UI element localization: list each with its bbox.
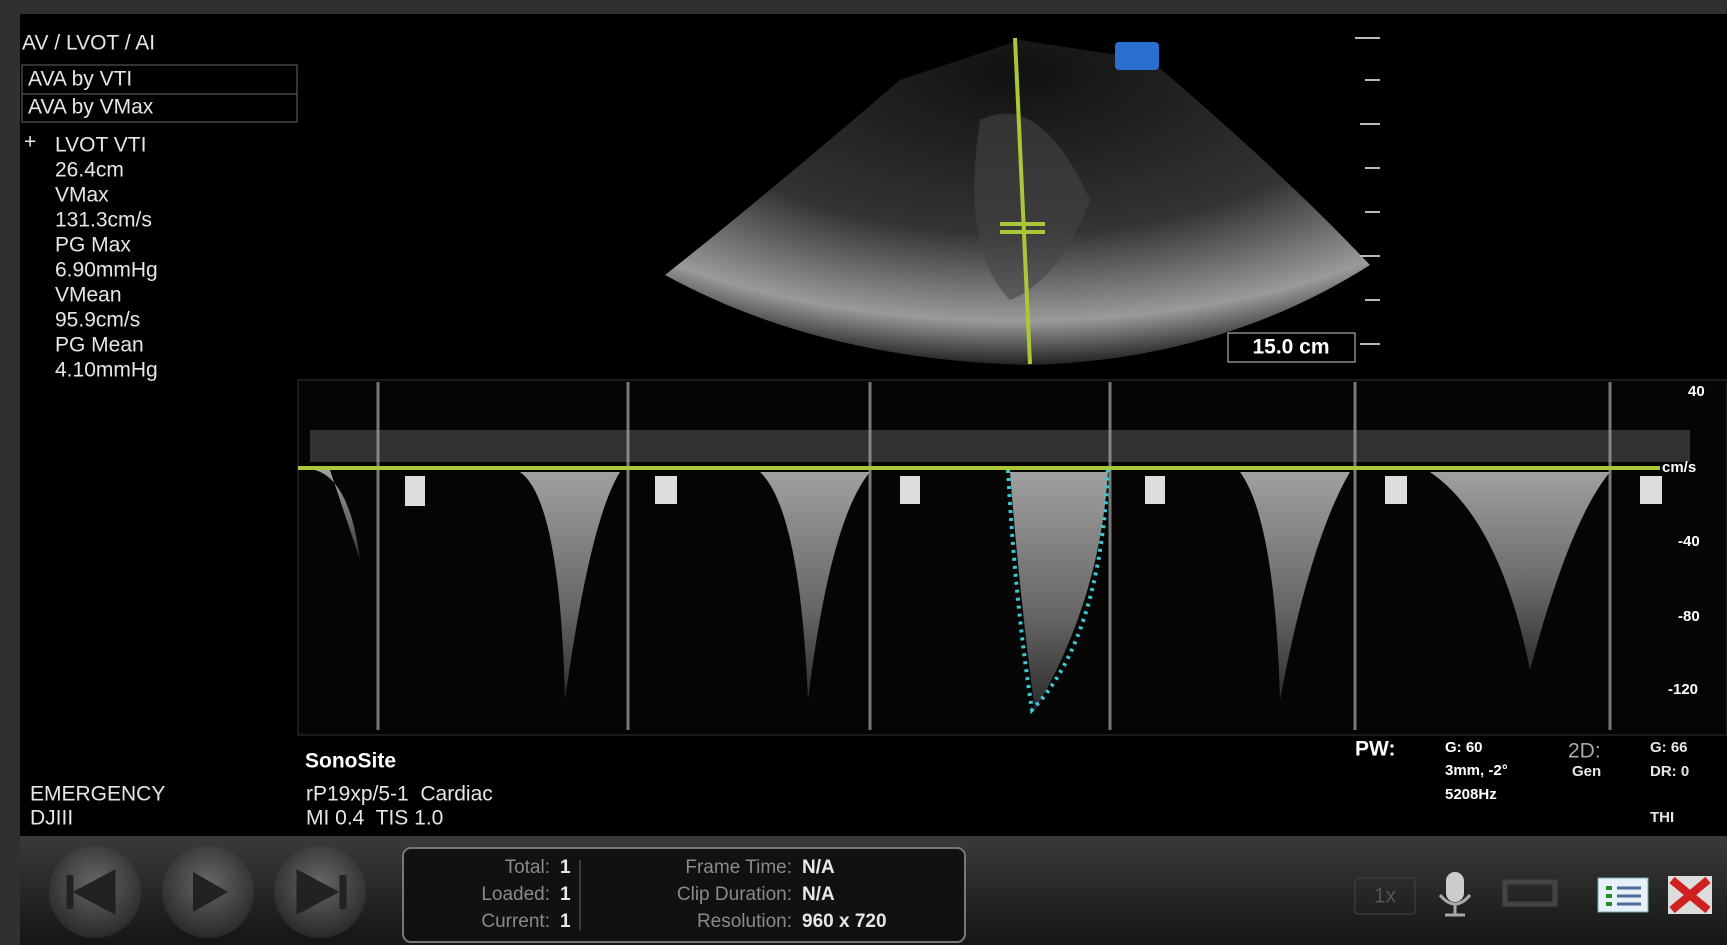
clip-info-label: Current: xyxy=(481,911,550,932)
indices: MI 0.4 TIS 1.0 xyxy=(306,807,443,830)
prev-button[interactable] xyxy=(49,846,141,938)
measurement-value: 6.90mmHg xyxy=(55,259,158,282)
scale-tick: -80 xyxy=(1678,608,1700,625)
speed[interactable]: 1x xyxy=(1374,885,1397,908)
clip-info-value: 1 xyxy=(560,857,571,878)
2d-dr: DR: 0 xyxy=(1650,763,1689,780)
2d-thi: THI xyxy=(1650,809,1674,826)
clip-info-label: Resolution: xyxy=(697,911,792,932)
measurement-label: VMean xyxy=(55,284,122,307)
measurement-value: 26.4cm xyxy=(55,159,124,182)
measurement-label: PG Max xyxy=(55,234,131,257)
scale-unit: cm/s xyxy=(1662,459,1696,476)
clip-info-value: 1 xyxy=(560,884,571,905)
close-button[interactable] xyxy=(1668,876,1712,914)
page: AV / LVOT / AI AVA by VTI AVA by VMax + … xyxy=(0,0,1727,945)
operator: DJIII xyxy=(30,807,73,830)
play-button[interactable] xyxy=(162,846,254,938)
viewer: AV / LVOT / AI AVA by VTI AVA by VMax + … xyxy=(0,0,1727,945)
2d-gain: G: 66 xyxy=(1650,739,1688,756)
orientation-icon xyxy=(1115,42,1159,70)
scale-tick: -40 xyxy=(1678,533,1700,550)
clip-info-label: Loaded: xyxy=(481,884,550,905)
pw-gate: 3mm, -2° xyxy=(1445,762,1508,779)
pw-gain: G: 60 xyxy=(1445,739,1483,756)
menu-item[interactable]: AVA by VTI xyxy=(28,68,132,91)
measurement-label: PG Mean xyxy=(55,334,144,357)
protocol: AV / LVOT / AI xyxy=(22,32,155,55)
measurement-value: 95.9cm/s xyxy=(55,309,140,332)
measurement-value: 131.3cm/s xyxy=(55,209,152,232)
pw-prf: 5208Hz xyxy=(1445,786,1497,803)
department: EMERGENCY xyxy=(30,783,165,806)
clip-info-label: Clip Duration: xyxy=(677,884,792,905)
clip-info-value: 1 xyxy=(560,911,571,932)
depth: 15.0 cm xyxy=(1252,336,1329,359)
clip-info-value: N/A xyxy=(802,857,835,878)
brand: SonoSite xyxy=(305,750,396,773)
transducer: rP19xp/5-1 Cardiac xyxy=(306,783,493,806)
clip-info-value: 960 x 720 xyxy=(802,911,887,932)
clip-info-label: Frame Time: xyxy=(685,857,792,878)
measurement-value: 4.10mmHg xyxy=(55,359,158,382)
clip-info-value: N/A xyxy=(802,884,835,905)
next-button[interactable] xyxy=(274,846,366,938)
list-button[interactable] xyxy=(1598,878,1648,912)
cursor-marker: + xyxy=(24,131,36,154)
scale-tick: -120 xyxy=(1668,681,1698,698)
2d-mode: Gen xyxy=(1572,763,1601,780)
measurement-label: VMax xyxy=(55,184,109,207)
clip-info-label: Total: xyxy=(505,857,550,878)
scale-tick: 40 xyxy=(1688,383,1705,400)
2d-label: 2D: xyxy=(1568,740,1601,763)
pw-label: PW: xyxy=(1355,738,1395,761)
menu-item[interactable]: AVA by VMax xyxy=(28,96,154,119)
measurement-label: LVOT VTI xyxy=(55,134,146,157)
doppler-noise xyxy=(310,430,1690,462)
